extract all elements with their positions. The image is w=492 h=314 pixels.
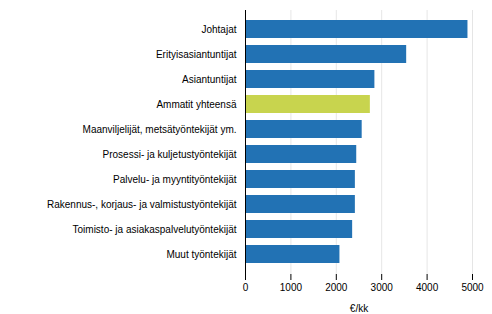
- svg-text:Johtajat: Johtajat: [201, 24, 236, 35]
- svg-text:Rakennus-, korjaus- ja valmist: Rakennus-, korjaus- ja valmistustyönteki…: [47, 199, 237, 210]
- svg-text:€/kk: €/kk: [350, 303, 369, 314]
- svg-text:4000: 4000: [416, 282, 439, 293]
- svg-text:Asiantuntijat: Asiantuntijat: [182, 74, 237, 85]
- svg-text:2000: 2000: [325, 282, 348, 293]
- svg-text:Toimisto- ja asiakaspalvelutyö: Toimisto- ja asiakaspalvelutyöntekijät: [73, 224, 237, 235]
- svg-text:3000: 3000: [371, 282, 394, 293]
- svg-text:Ammatit yhteensä: Ammatit yhteensä: [156, 99, 236, 110]
- svg-text:Erityisasiantuntijat: Erityisasiantuntijat: [156, 49, 237, 60]
- svg-text:1000: 1000: [280, 282, 303, 293]
- svg-text:Palvelu- ja myyntityöntekijät: Palvelu- ja myyntityöntekijät: [113, 174, 237, 185]
- svg-text:Prosessi- ja kuljetustyöntekij: Prosessi- ja kuljetustyöntekijät: [103, 149, 237, 160]
- svg-text:0: 0: [243, 282, 249, 293]
- svg-text:Muut työntekijät: Muut työntekijät: [166, 249, 236, 260]
- svg-text:Maanviljelijät, metsätyöntekij: Maanviljelijät, metsätyöntekijät ym.: [83, 124, 237, 135]
- svg-text:5000: 5000: [461, 282, 484, 293]
